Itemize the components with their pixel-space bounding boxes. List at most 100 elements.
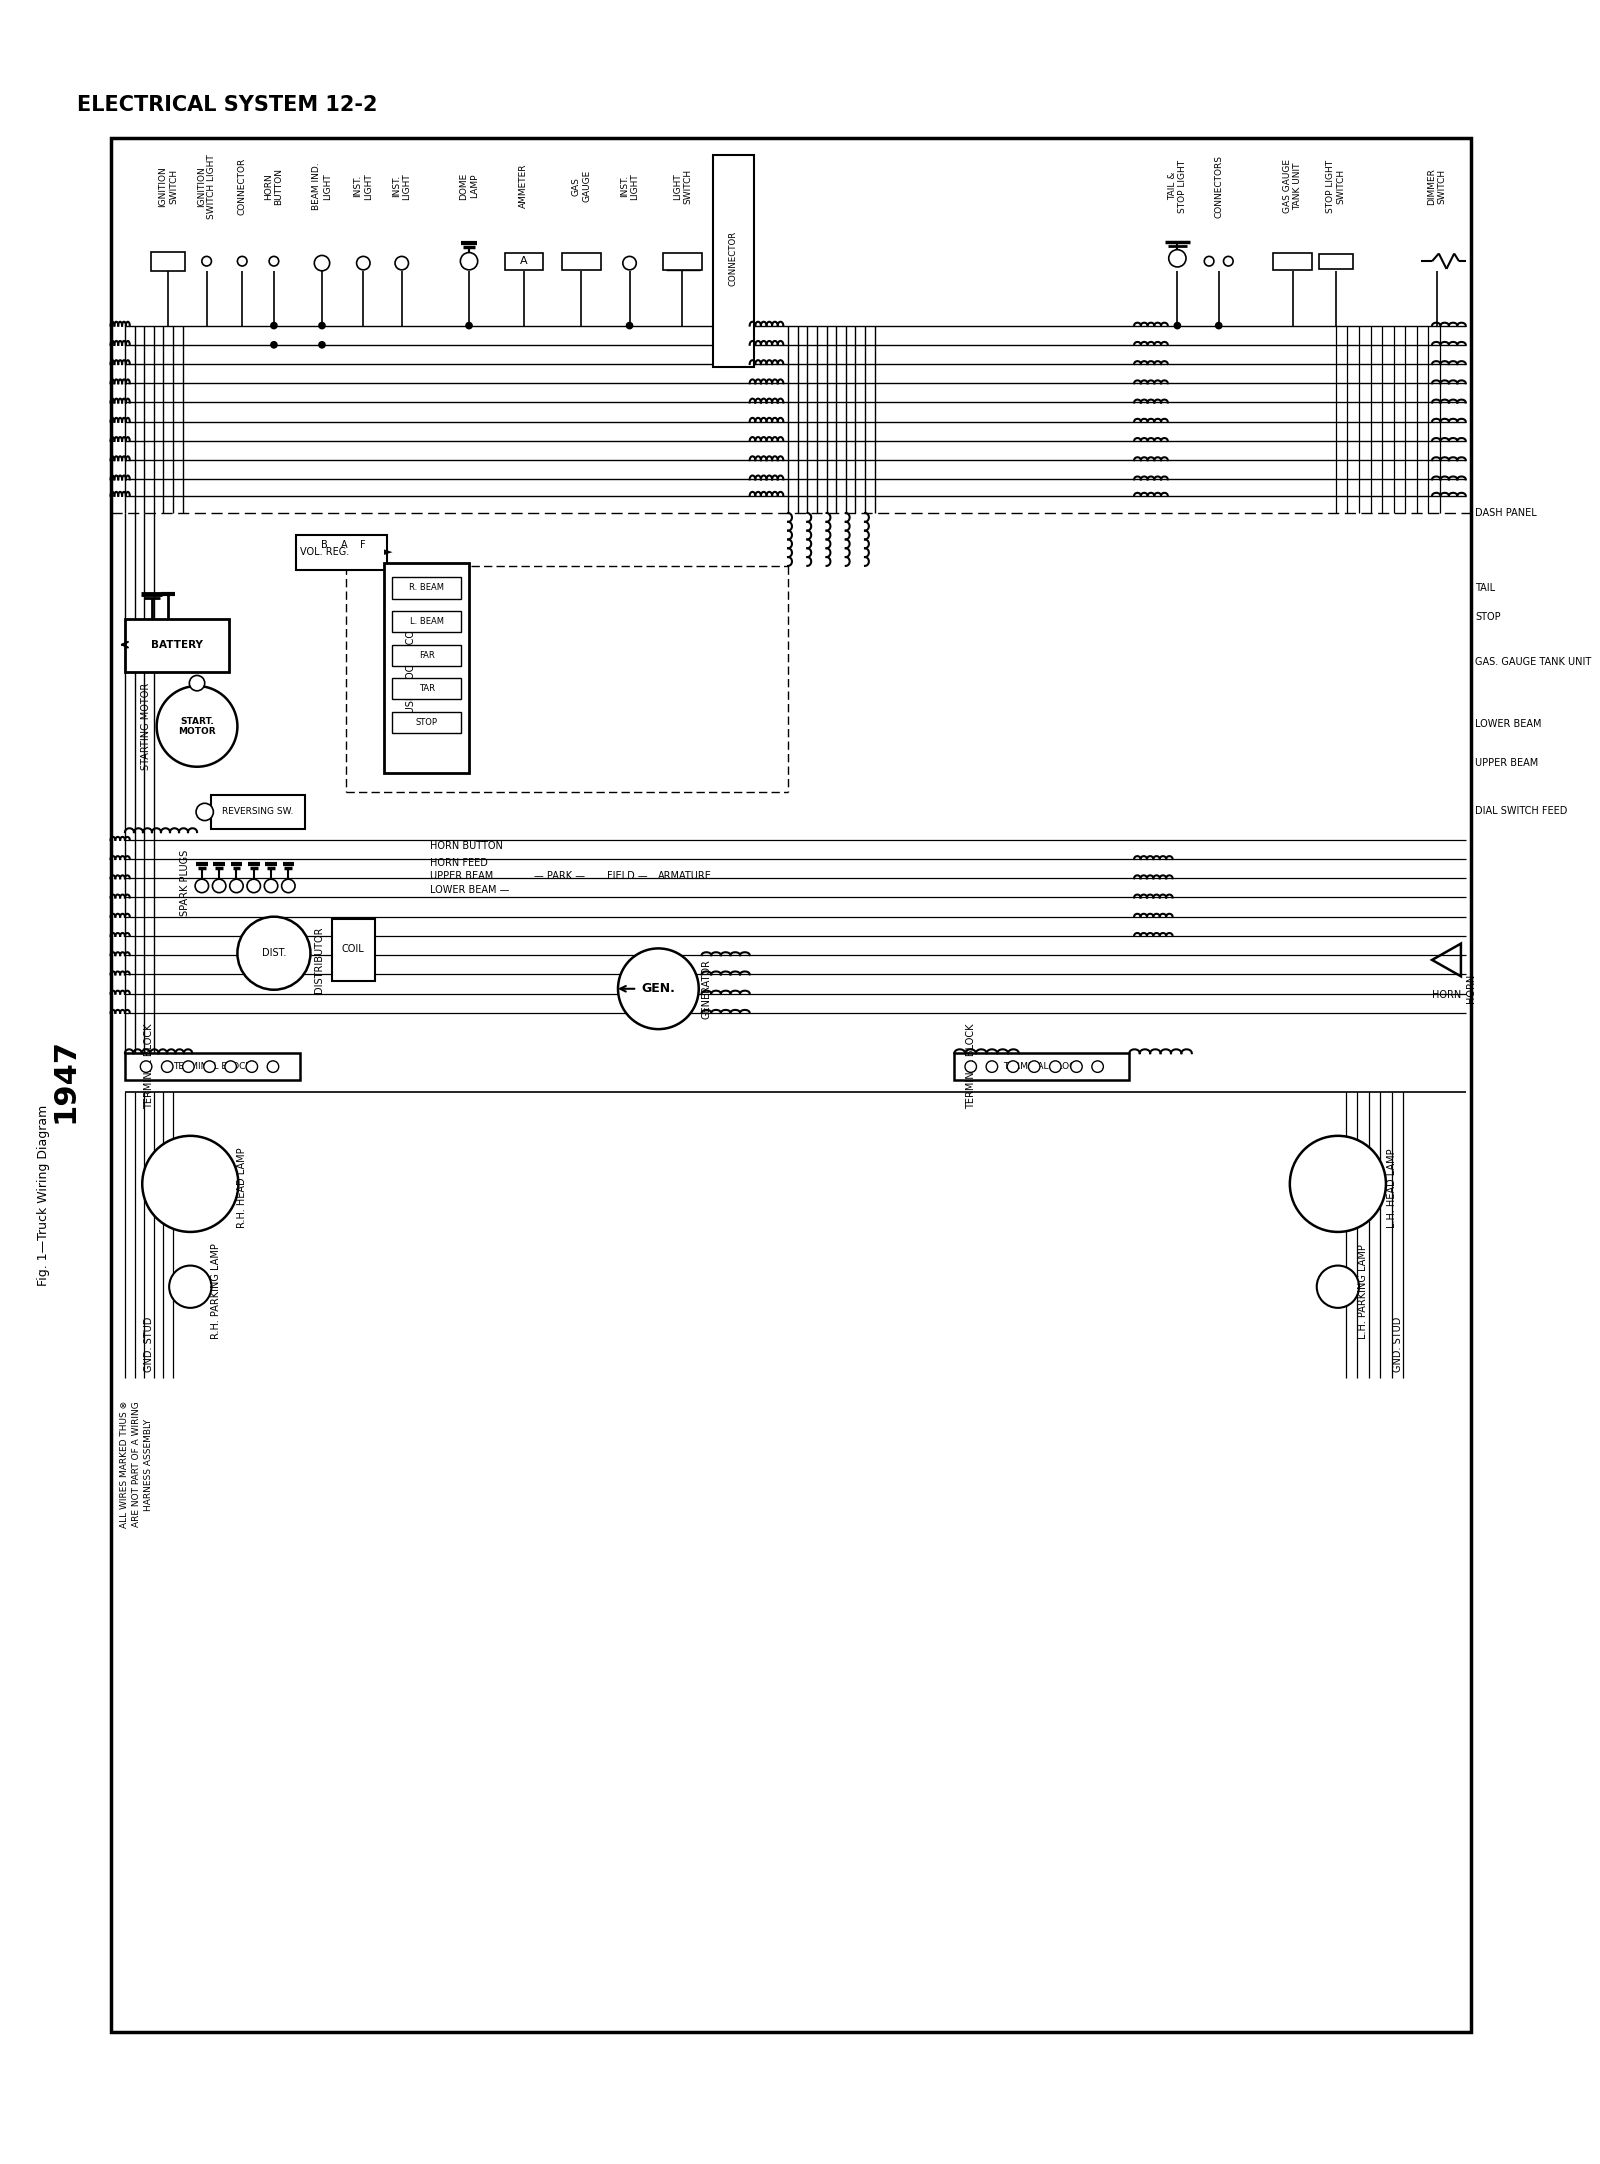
Text: — PARK —: — PARK — xyxy=(534,872,586,881)
Text: SPARK PLUGS: SPARK PLUGS xyxy=(181,850,190,915)
Text: CONNECTOR: CONNECTOR xyxy=(730,232,738,286)
Text: L.H. PARKING LAMP: L.H. PARKING LAMP xyxy=(1358,1244,1368,1340)
Text: LIGHT
SWITCH: LIGHT SWITCH xyxy=(672,169,693,203)
Text: IGNITION
SWITCH: IGNITION SWITCH xyxy=(158,167,178,206)
Circle shape xyxy=(314,255,330,270)
Circle shape xyxy=(618,948,699,1030)
Text: LOWER BEAM: LOWER BEAM xyxy=(1475,718,1542,729)
Circle shape xyxy=(622,255,637,270)
Circle shape xyxy=(195,879,208,894)
Circle shape xyxy=(461,253,478,270)
Text: HARNESS ASSEMBLY: HARNESS ASSEMBLY xyxy=(144,1417,152,1510)
Text: R.H. PARKING LAMP: R.H. PARKING LAMP xyxy=(211,1244,221,1340)
Bar xyxy=(504,253,542,270)
Text: B: B xyxy=(322,539,328,550)
Circle shape xyxy=(264,879,278,894)
Circle shape xyxy=(202,255,211,266)
Circle shape xyxy=(170,1266,211,1307)
Text: VOL. REG.: VOL. REG. xyxy=(299,547,349,558)
Bar xyxy=(125,619,229,671)
Text: R.H. HEAD LAMP: R.H. HEAD LAMP xyxy=(237,1147,248,1227)
Circle shape xyxy=(1168,249,1186,266)
Text: IGNITION
SWITCH LIGHT: IGNITION SWITCH LIGHT xyxy=(197,154,216,219)
Bar xyxy=(392,712,461,734)
Circle shape xyxy=(318,342,326,348)
Bar xyxy=(110,138,1470,2032)
Text: GEN.: GEN. xyxy=(642,982,675,995)
Bar xyxy=(384,563,469,773)
Text: BEAM IND.
LIGHT: BEAM IND. LIGHT xyxy=(312,162,331,210)
Text: L.H. HEAD LAMP: L.H. HEAD LAMP xyxy=(1387,1147,1397,1227)
Circle shape xyxy=(1317,1266,1358,1307)
Bar xyxy=(1274,253,1312,270)
Text: GAS
GAUGE: GAS GAUGE xyxy=(571,171,590,203)
Text: TAIL &
STOP LIGHT: TAIL & STOP LIGHT xyxy=(1168,160,1187,212)
Circle shape xyxy=(267,1060,278,1073)
Text: DIST.: DIST. xyxy=(262,948,286,959)
Bar xyxy=(392,645,461,667)
Circle shape xyxy=(626,322,634,329)
Text: ELECTRICAL SYSTEM 12-2: ELECTRICAL SYSTEM 12-2 xyxy=(77,95,378,115)
Text: STOP: STOP xyxy=(1475,612,1501,621)
Circle shape xyxy=(226,1060,237,1073)
Text: BATTERY: BATTERY xyxy=(150,641,203,649)
Bar xyxy=(331,918,374,980)
Text: CONNECTORS: CONNECTORS xyxy=(1214,156,1224,219)
Circle shape xyxy=(157,686,237,766)
Circle shape xyxy=(141,1060,152,1073)
Bar xyxy=(125,1054,299,1080)
Text: INST.
LIGHT: INST. LIGHT xyxy=(392,173,411,199)
Text: GENERATOR: GENERATOR xyxy=(701,959,712,1019)
Bar xyxy=(392,677,461,699)
Text: ARMATURE: ARMATURE xyxy=(658,872,712,881)
Text: COIL: COIL xyxy=(341,944,365,954)
Bar xyxy=(392,578,461,599)
Circle shape xyxy=(270,342,278,348)
Circle shape xyxy=(197,803,213,820)
Bar xyxy=(211,794,304,829)
Bar xyxy=(714,156,754,368)
Circle shape xyxy=(318,322,326,329)
Circle shape xyxy=(357,255,370,270)
Text: ►: ► xyxy=(384,547,392,558)
Text: ARE NOT PART OF A WIRING: ARE NOT PART OF A WIRING xyxy=(131,1402,141,1528)
Text: GND. STUD: GND. STUD xyxy=(144,1316,154,1372)
Bar xyxy=(662,253,702,270)
Text: 1947: 1947 xyxy=(51,1037,80,1123)
Text: HORN
BUTTON: HORN BUTTON xyxy=(264,169,283,206)
Text: F: F xyxy=(360,539,366,550)
Circle shape xyxy=(1224,255,1234,266)
Text: FAR: FAR xyxy=(419,651,435,660)
Circle shape xyxy=(189,675,205,690)
Circle shape xyxy=(1070,1060,1082,1073)
Circle shape xyxy=(230,879,243,894)
Text: CONNECTOR: CONNECTOR xyxy=(726,158,734,214)
Circle shape xyxy=(162,1060,173,1073)
Text: TAIL: TAIL xyxy=(1475,582,1496,593)
Circle shape xyxy=(246,879,261,894)
Circle shape xyxy=(237,255,246,266)
Text: HORN: HORN xyxy=(1432,991,1461,1000)
Text: GAS. GAUGE TANK UNIT: GAS. GAUGE TANK UNIT xyxy=(1475,658,1592,667)
Bar xyxy=(296,535,387,569)
Text: AMMETER: AMMETER xyxy=(520,164,528,208)
Circle shape xyxy=(1290,1136,1386,1231)
Circle shape xyxy=(1050,1060,1061,1073)
Circle shape xyxy=(269,255,278,266)
Text: HORN BUTTON: HORN BUTTON xyxy=(430,840,502,850)
Text: FUSE BLOCK & COVER: FUSE BLOCK & COVER xyxy=(406,610,416,718)
Text: Fig. 1—Truck Wiring Diagram: Fig. 1—Truck Wiring Diagram xyxy=(37,1106,50,1285)
Text: INST.
LIGHT: INST. LIGHT xyxy=(354,173,373,199)
Circle shape xyxy=(270,322,278,329)
Text: A: A xyxy=(520,255,528,266)
Circle shape xyxy=(1173,322,1181,329)
Text: INST.
LIGHT: INST. LIGHT xyxy=(619,173,640,199)
Text: GND. STUD: GND. STUD xyxy=(1394,1316,1403,1372)
Text: DOME
LAMP: DOME LAMP xyxy=(459,173,478,199)
Text: CONNECTOR: CONNECTOR xyxy=(238,158,246,214)
Circle shape xyxy=(466,322,474,329)
Circle shape xyxy=(1205,255,1214,266)
Text: TERMINAL BLOCK: TERMINAL BLOCK xyxy=(1003,1063,1082,1071)
Text: UPPER BEAM: UPPER BEAM xyxy=(1475,757,1539,768)
Circle shape xyxy=(1091,1060,1104,1073)
